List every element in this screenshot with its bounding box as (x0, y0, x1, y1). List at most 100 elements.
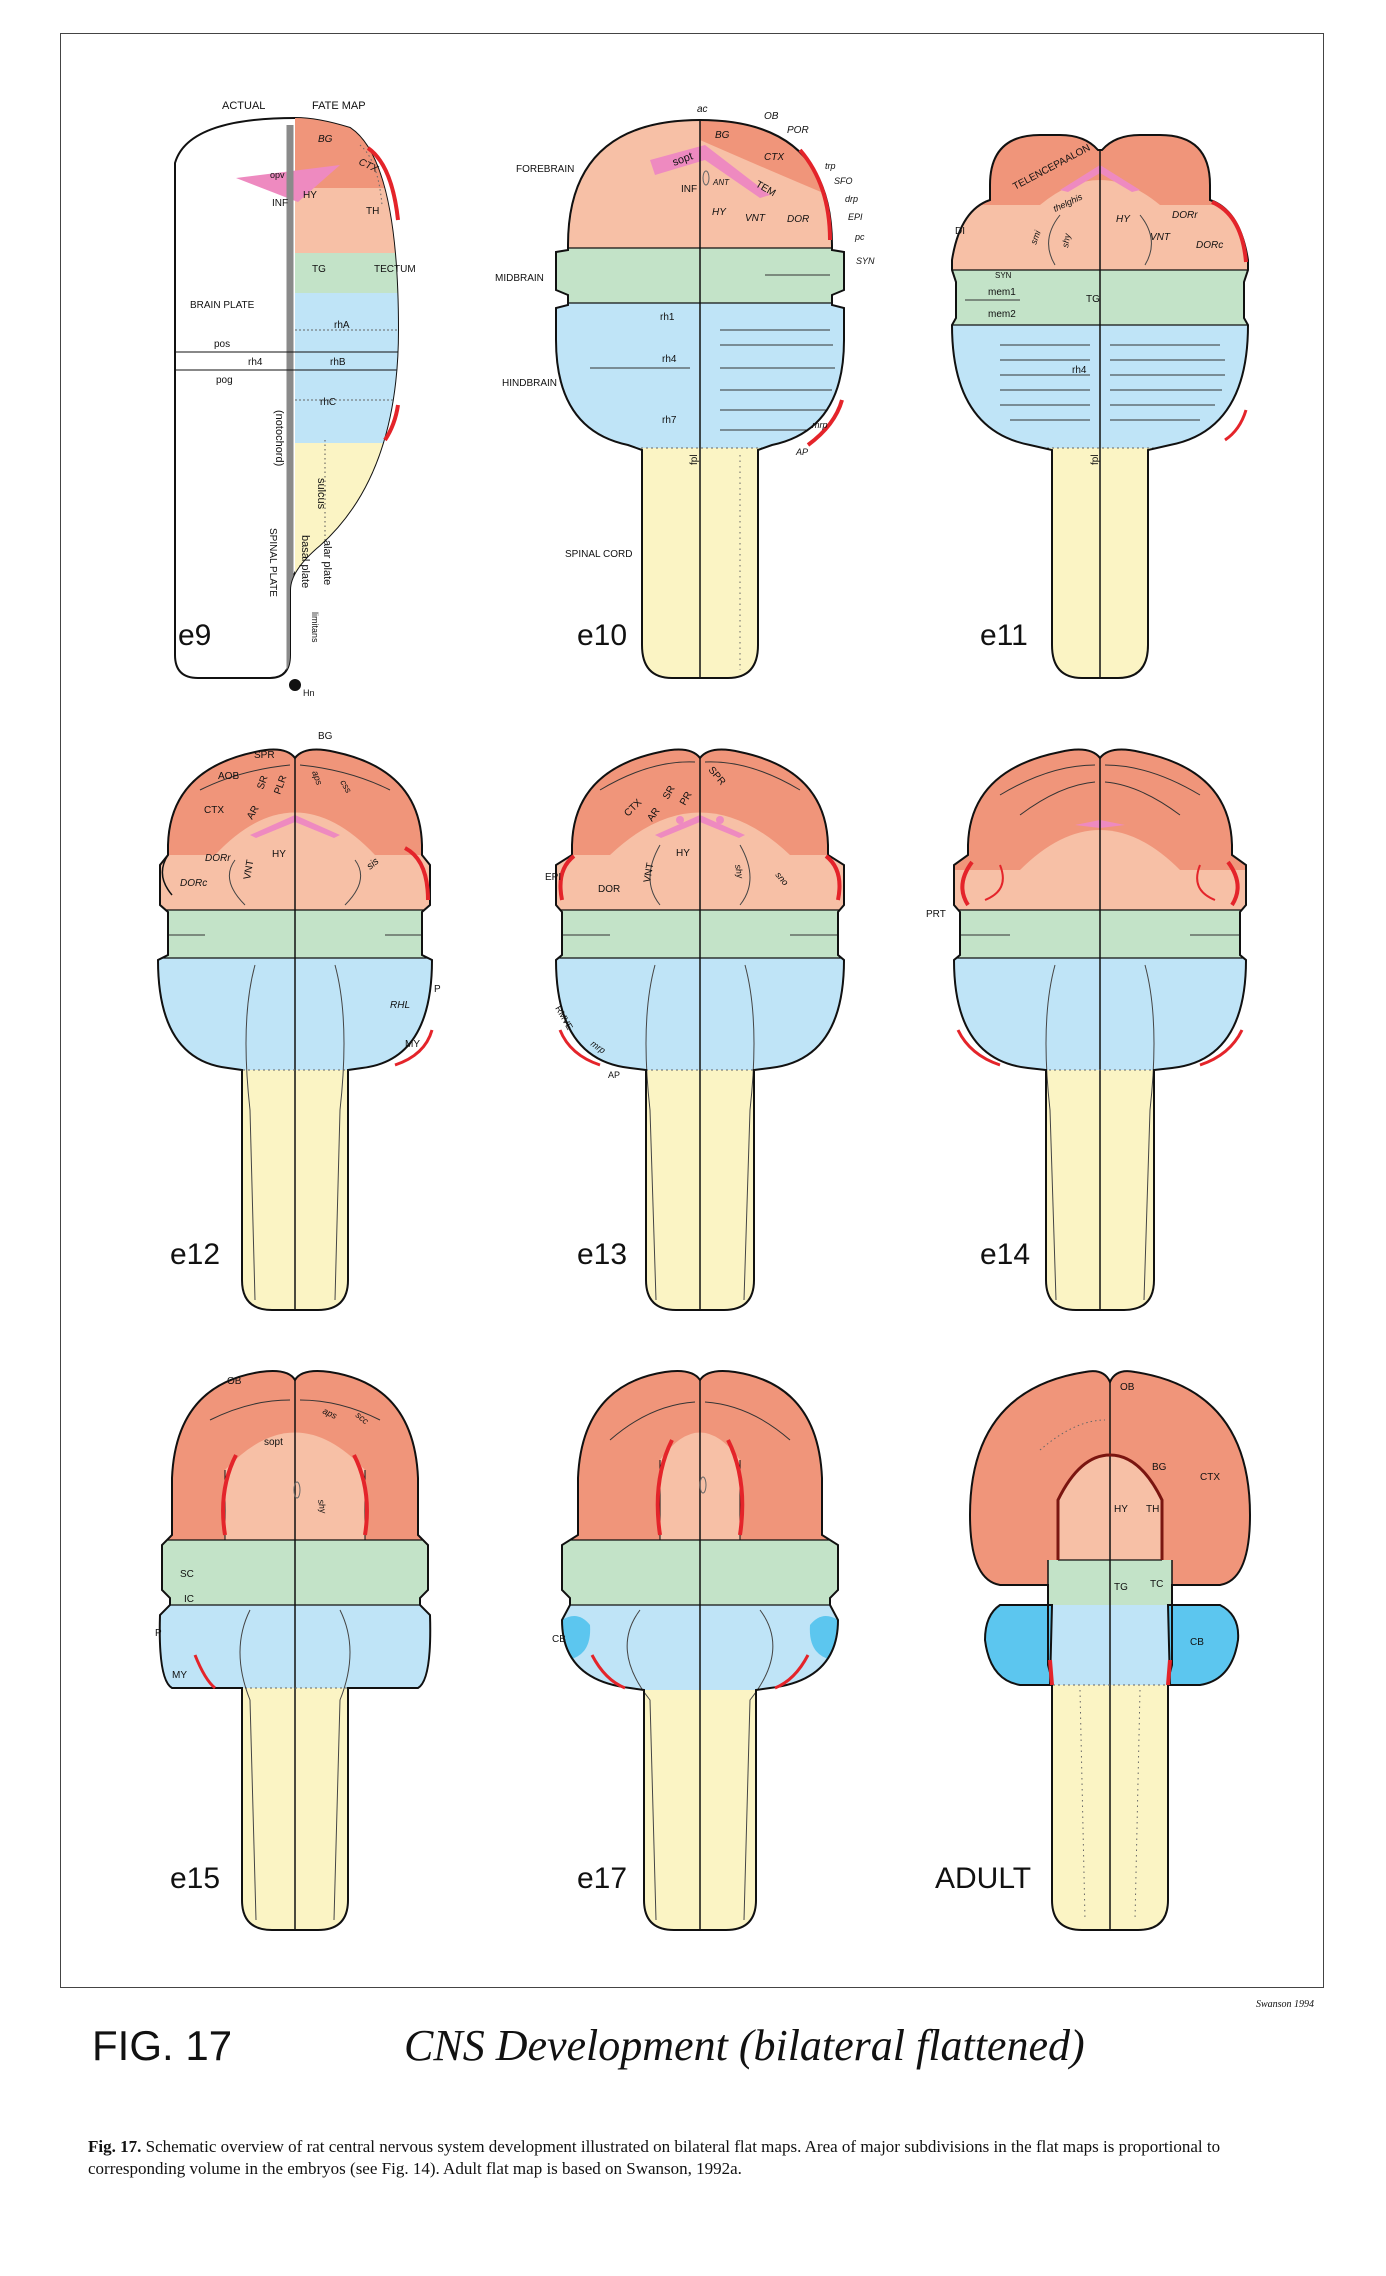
figure-number: FIG. 17 (92, 2022, 233, 2069)
e9-bg-label: BG (318, 134, 333, 145)
e9-th-label: TH (366, 206, 379, 217)
e9-spinal-plate-label: SPINAL PLATE (267, 528, 278, 597)
e9-hindbrain-region (295, 293, 398, 443)
e10-dor-label: DOR (787, 214, 809, 225)
e12-vnt-label: VNT (242, 859, 256, 881)
e9-brain-plate-label: BRAIN PLATE (190, 300, 255, 311)
e11-dorr-label: DORr (1172, 210, 1198, 221)
e9-tectum-label: TECTUM (374, 264, 416, 275)
e9-midbrain-region (295, 253, 398, 293)
e10-trp-label: trp (825, 161, 836, 171)
e10-rh4-label: rh4 (662, 354, 677, 365)
e10-drp-label: drp (845, 194, 858, 204)
e12-sr-label: SR (255, 774, 270, 791)
e15-shy-label: shy (316, 1499, 328, 1515)
e9-sulcus-label: sulcus (315, 478, 327, 510)
adult-th-label: TH (1146, 1504, 1159, 1515)
caption-lead: Fig. 17. (88, 2137, 142, 2156)
e11-red-stripe (1211, 200, 1248, 263)
e10-ctx-label: CTX (764, 152, 784, 163)
e10-syn-label: SYN (856, 256, 875, 266)
e12-aps-label: aps (310, 769, 325, 787)
e15-ob-label: OB (227, 1376, 242, 1387)
e10-red-stripe (798, 148, 832, 241)
e11-shy-label: shy (1060, 232, 1072, 248)
e11-rh4-label: rh4 (1072, 365, 1087, 376)
e10-stage-label: e10 (577, 619, 627, 652)
e9-rhb-label: rhB (330, 357, 346, 368)
e10-spinal-cord-label: SPINAL CORD (565, 549, 632, 560)
e13-dor-label: DOR (598, 884, 620, 895)
e11-hy-label: HY (1116, 214, 1131, 225)
e12-stage-label: e12 (170, 1238, 220, 1271)
adult-ob-label: OB (1120, 1382, 1135, 1393)
e12-red-stripe (403, 846, 430, 901)
adult-cb-label: CB (1190, 1637, 1204, 1648)
e17-cb-label: CB (552, 1634, 566, 1645)
e13-red-stripe-left (558, 854, 576, 901)
panel-adult: OB BG CTX HY TH TG TC CB ADULT (935, 1370, 1252, 1931)
adult-ctx-label: CTX (1200, 1472, 1220, 1483)
e10-forebrain-label: FOREBRAIN (516, 164, 574, 175)
e10-ob-label: OB (764, 111, 779, 122)
e11-fpl-label: fpl (1090, 454, 1101, 465)
e11-smi-label: smi (1028, 228, 1043, 246)
e10-rh7-label: rh7 (662, 415, 677, 426)
e14-prt-label: PRT (926, 909, 946, 920)
e9-actual-label: ACTUAL (222, 100, 265, 112)
e15-ic-label: IC (184, 1594, 194, 1605)
e15-red-stripe-right (352, 1454, 369, 1536)
e13-shy-label: shy (733, 864, 745, 880)
e15-stage-label: e15 (170, 1862, 220, 1895)
e13-ap-label: AP (608, 1070, 620, 1080)
e12-rhl-label: RHL (390, 1000, 410, 1011)
e11-vnt-label: VNT (1150, 232, 1171, 243)
adult-hy-label: HY (1114, 1504, 1128, 1515)
e10-epi-label: EPI (848, 212, 863, 222)
e10-sopt-pink (650, 145, 770, 198)
e12-p-label: P (434, 984, 441, 995)
e11-tg-label: TG (1086, 294, 1100, 305)
e15-sopt-label: sopt (264, 1437, 283, 1448)
e12-my-label: MY (405, 1039, 420, 1050)
e12-hy-label: HY (272, 849, 286, 860)
e9-rh4-label: rh4 (248, 357, 263, 368)
figure-frame (60, 33, 1324, 1988)
e9-basal-plate-label: basal plate (299, 535, 311, 588)
e10-hindbrain-label: HINDBRAIN (502, 378, 557, 389)
figure-title: CNS Development (bilateral flattened) (404, 2021, 1085, 2070)
e9-inf-label: INF (272, 198, 288, 209)
e10-inf-label: INF (681, 184, 697, 195)
e10-ac-label: ac (697, 104, 708, 115)
e11-stage-label: e11 (980, 619, 1028, 652)
e9-alar-plate-label: alar plate (321, 540, 333, 585)
e11-mem2-label: mem2 (988, 309, 1016, 320)
e17-stage-label: e17 (577, 1862, 627, 1895)
e12-dorr-label: DORr (205, 853, 231, 864)
e17-cerebellum-right (809, 1616, 838, 1660)
e13-vnt-label: VNT (642, 862, 656, 884)
e9-pos-label: pos (214, 339, 230, 350)
e10-mrp-label: mrp (812, 420, 828, 430)
e17-red-stripe-left (655, 1439, 674, 1536)
e10-rh1-label: rh1 (660, 312, 675, 323)
e12-bg-label: BG (318, 731, 333, 742)
e15-sc-label: SC (180, 1569, 194, 1580)
e9-opv-label: opv (270, 170, 285, 180)
e9-stage-label: e9 (178, 619, 211, 652)
e10-bg-label: BG (715, 130, 730, 141)
caption-text: Schematic overview of rat central nervou… (88, 2137, 1221, 2178)
e9-pog-label: pog (216, 375, 233, 386)
e10-fpl-label: fpl (689, 454, 700, 465)
adult-bg-label: BG (1152, 1462, 1167, 1473)
e14-red-stripe-left (960, 860, 974, 907)
e12-spr-label: SPR (254, 750, 275, 761)
e9-rha-label: rhA (334, 320, 350, 331)
e9-rhc-label: rhC (320, 397, 336, 408)
e13-red-stripe-right (824, 854, 842, 901)
e15-red-stripe-left (221, 1454, 238, 1536)
e15-my-label: MY (172, 1670, 187, 1681)
e11-syn-label: SYN (995, 271, 1012, 280)
e11-dorc-label: DORc (1196, 240, 1223, 251)
